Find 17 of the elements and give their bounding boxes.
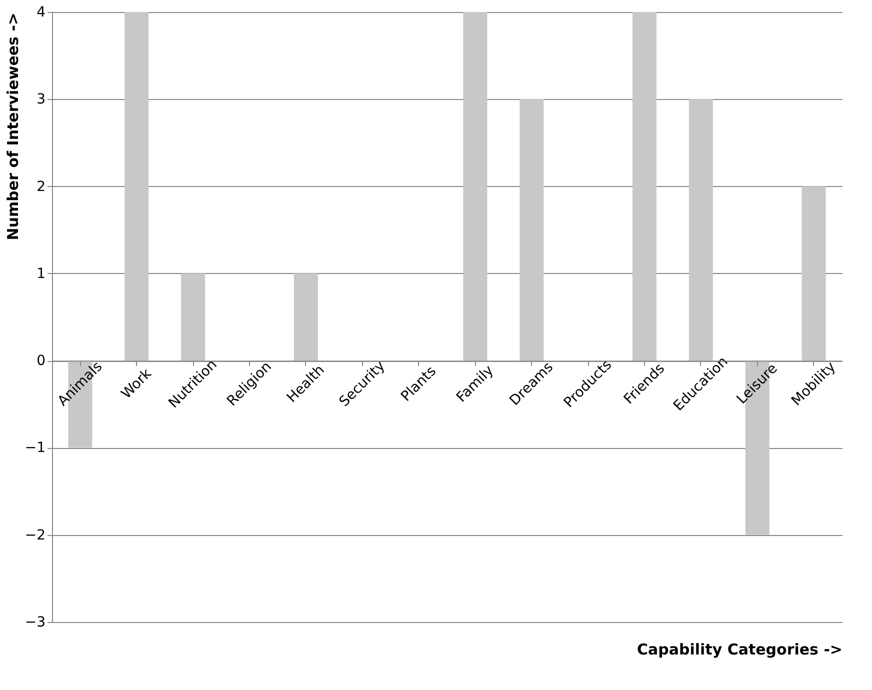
x-axis-title: Capability Categories -> [637, 640, 842, 658]
y-tick-label: −2 [24, 527, 46, 544]
bar [632, 12, 656, 361]
bar [294, 273, 318, 361]
bar [463, 12, 488, 361]
bar [520, 99, 544, 361]
y-tick-label: 3 [36, 92, 46, 108]
y-tick-label: −3 [24, 614, 46, 630]
y-tick-label: 0 [36, 353, 46, 370]
bar [124, 12, 149, 361]
y-tick-label: 4 [36, 4, 46, 20]
y-tick-label: 1 [36, 266, 46, 282]
bar [802, 186, 826, 361]
y-tick-label: 2 [36, 178, 46, 195]
bar [181, 273, 206, 361]
y-tick-label: −1 [24, 440, 46, 456]
y-axis-title: Number of Interviewees -> [4, 12, 22, 240]
